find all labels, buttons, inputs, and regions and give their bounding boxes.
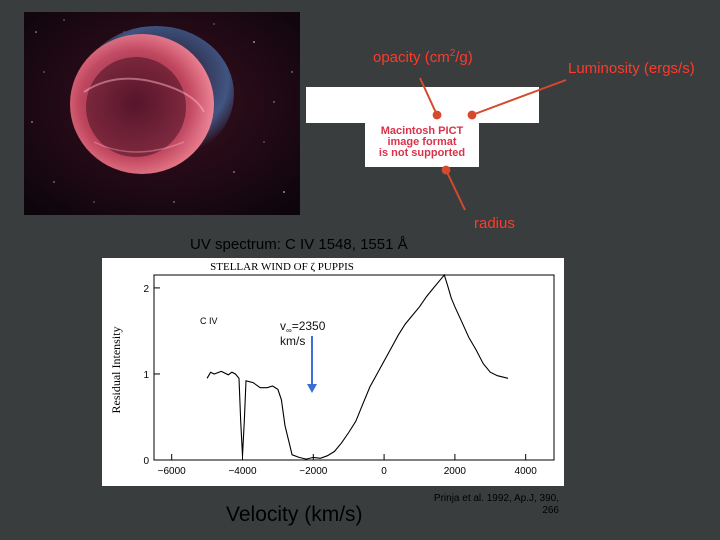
nebula-graphic [24, 12, 300, 215]
plot-frame [153, 274, 555, 461]
spectrum-chart: STELLAR WIND OF ζ PUPPIS Residual Intens… [109, 261, 555, 477]
placeholder-line-3: is not supported [378, 147, 466, 159]
ion-label: C IV [200, 316, 218, 326]
placeholder-line-1: Macintosh PICT [380, 125, 464, 137]
spectrum-plot: STELLAR WIND OF ζ PUPPIS Residual Intens… [102, 258, 564, 486]
vinf-arrowhead [307, 384, 317, 393]
uv-spectrum-label: UV spectrum: C IV 1548, 1551 Å [190, 236, 408, 253]
placeholder-line-2: image format [387, 136, 457, 148]
equation-area [306, 87, 539, 123]
radius-arrow [441, 165, 466, 211]
x-tick-label-1: −4000 [228, 466, 257, 477]
x-tick-label-3: 0 [381, 466, 387, 477]
x-tick-label-5: 4000 [515, 466, 538, 477]
y-tick-label-1: 1 [143, 370, 149, 381]
opacity-label-text: opacity (cm [373, 49, 450, 66]
citation: Prinja et al. 1992, Ap.J, 390, 266 [433, 493, 559, 516]
x-tick-label-4: 2000 [444, 466, 467, 477]
vinf-value: =2350 [292, 319, 326, 333]
nebula-image [24, 12, 300, 215]
spectrum-series-line [206, 273, 509, 460]
y-tick-label-2: 2 [143, 284, 149, 295]
x-tick-label-2: −2000 [299, 466, 328, 477]
x-tick-label-0: −6000 [158, 466, 187, 477]
plot-title: STELLAR WIND OF ζ PUPPIS [210, 261, 354, 273]
vinf-label: v∞=2350 [280, 319, 326, 335]
opacity-label-superscript: 2 [449, 48, 456, 59]
vinf-subscript: ∞ [286, 326, 292, 335]
y-tick-label-0: 0 [143, 456, 149, 467]
opacity-label: opacity (cm2/g) [373, 48, 473, 66]
radius-label: radius [474, 215, 515, 232]
unsupported-image-placeholder: Macintosh PICT image format is not suppo… [365, 123, 479, 167]
opacity-label-units: /g) [455, 49, 473, 66]
luminosity-label: Luminosity (ergs/s) [568, 60, 695, 77]
vinf-units: km/s [280, 334, 305, 348]
plot-ylabel: Residual Intensity [109, 327, 123, 414]
velocity-axis-label: Velocity (km/s) [226, 503, 363, 526]
vinf-symbol: v [280, 319, 286, 333]
